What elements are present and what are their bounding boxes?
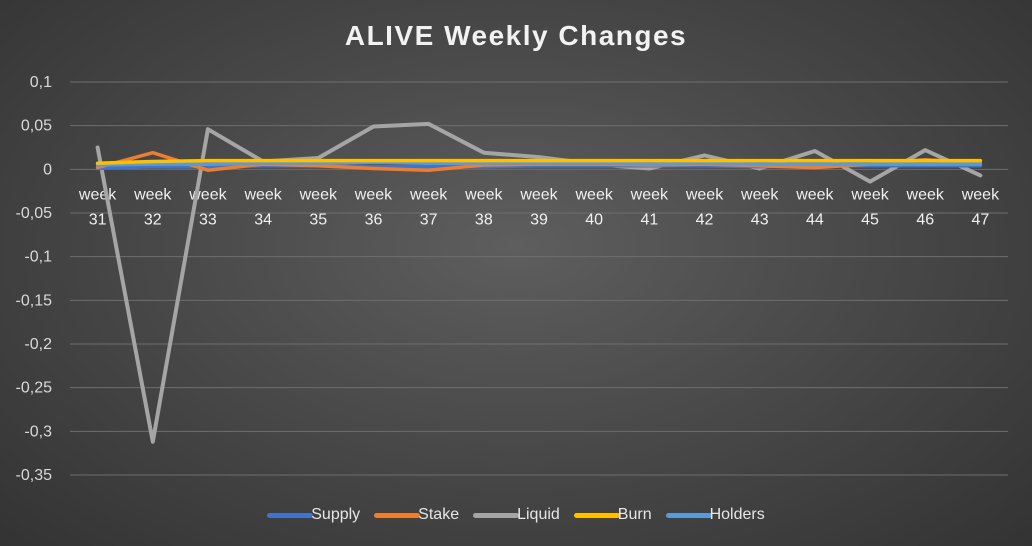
x-tick-label: week	[961, 186, 1000, 203]
x-tick-label: 32	[144, 211, 162, 228]
x-tick-label: week	[464, 186, 503, 203]
y-tick-label: -0,25	[16, 380, 53, 397]
legend: Supply Stake Liquid Burn Holders	[0, 506, 1032, 524]
y-tick-label: -0,1	[24, 249, 52, 266]
legend-item-holders: Holders	[665, 506, 765, 524]
legend-label: Burn	[617, 506, 652, 523]
legend-swatch	[374, 512, 421, 518]
x-tick-label: week	[243, 186, 282, 203]
x-tick-label: week	[685, 186, 724, 203]
x-tick-label: 38	[475, 211, 493, 228]
x-tick-label: 37	[420, 211, 438, 228]
y-tick-label: 0	[43, 161, 52, 178]
x-tick-label: week	[409, 186, 448, 203]
legend-swatch	[473, 512, 520, 518]
chart-title: ALIVE Weekly Changes	[344, 20, 688, 51]
y-tick-label: -0,15	[16, 292, 53, 309]
x-tick-label: 45	[861, 211, 879, 228]
x-tick-label: 35	[309, 211, 327, 228]
legend-item-supply: Supply	[267, 506, 360, 524]
legend-swatch	[573, 512, 620, 518]
legend-item-stake: Stake	[374, 506, 459, 524]
x-tick-label: week	[740, 186, 779, 203]
x-tick-label: 40	[585, 211, 603, 228]
x-tick-label: 44	[806, 211, 824, 228]
x-tick-label: 46	[916, 211, 934, 228]
y-tick-label: -0,35	[16, 467, 53, 484]
x-tick-label: week	[354, 186, 393, 203]
legend-item-burn: Burn	[573, 506, 652, 524]
legend-swatch	[267, 512, 314, 518]
y-tick-label: 0,1	[30, 74, 52, 91]
x-tick-label: week	[574, 186, 613, 203]
x-tick-label: week	[850, 186, 889, 203]
x-tick-label: week	[78, 186, 117, 203]
x-tick-label: week	[795, 186, 834, 203]
series-line-liquid	[95, 121, 983, 444]
x-tick-label: 47	[972, 211, 990, 228]
legend-swatch	[665, 512, 712, 518]
x-tick-label: 41	[640, 211, 658, 228]
x-tick-label: 36	[365, 211, 383, 228]
legend-label: Stake	[418, 506, 460, 523]
x-tick-label: 42	[696, 211, 714, 228]
y-tick-label: 0,05	[21, 118, 52, 135]
x-tick-label: week	[299, 186, 338, 203]
x-tick-label: 33	[199, 211, 217, 228]
x-tick-label: 39	[530, 211, 548, 228]
legend-label: Supply	[311, 506, 361, 523]
legend-label: Holders	[709, 506, 765, 523]
x-tick-label: 34	[254, 211, 272, 228]
x-tick-label: week	[906, 186, 945, 203]
legend-label: Liquid	[517, 506, 560, 523]
x-tick-label: week	[519, 186, 558, 203]
x-tick-label: 43	[751, 211, 769, 228]
x-tick-label: week	[630, 186, 669, 203]
y-tick-label: -0,3	[24, 423, 52, 440]
x-tick-label: week	[133, 186, 172, 203]
legend-item-liquid: Liquid	[473, 506, 560, 524]
series-line-holders	[95, 160, 983, 167]
x-tick-label: 31	[89, 211, 107, 228]
y-tick-label: -0,2	[24, 336, 52, 353]
y-tick-label: -0,05	[16, 205, 53, 222]
